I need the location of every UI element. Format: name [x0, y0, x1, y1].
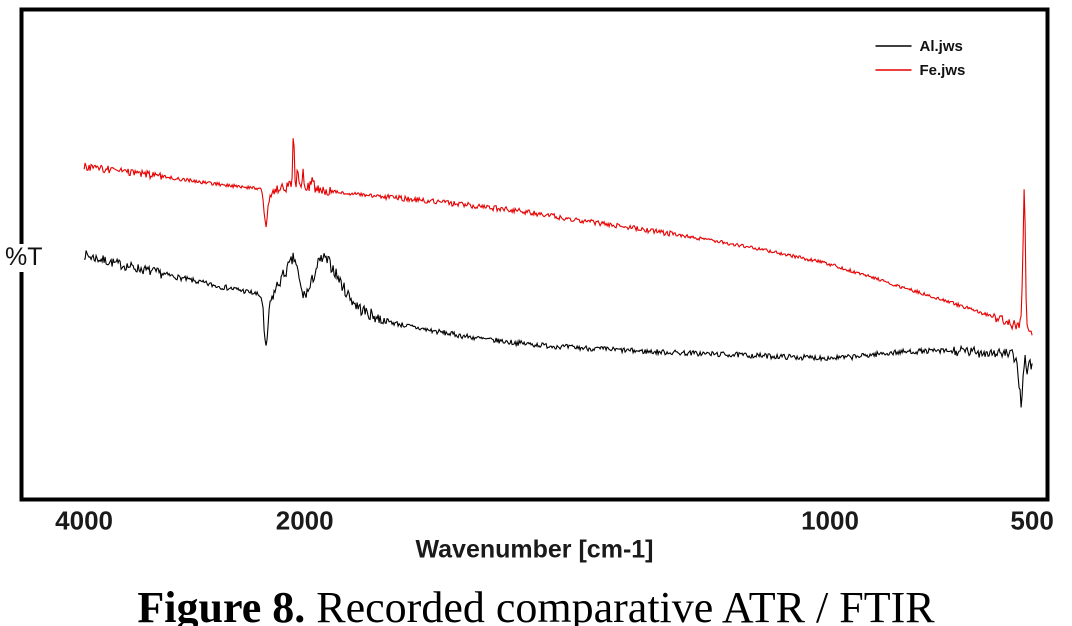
figure-caption-number: Figure 8.: [137, 583, 306, 626]
legend-label: Fe.jws: [920, 62, 966, 79]
figure-caption-text: Recorded comparative ATR / FTIR: [305, 583, 935, 626]
plot-border: [19, 7, 1050, 502]
series-path-al-jws: [83, 250, 1033, 408]
x-tick-label-4000: 4000: [55, 506, 113, 536]
series-curves: [83, 138, 1033, 408]
x-tick-label-1000: 1000: [801, 506, 859, 536]
x-tick-label-2000: 2000: [276, 506, 334, 536]
x-tick-label-500: 500: [1010, 506, 1053, 536]
y-axis-label: %T: [5, 243, 46, 272]
legend-label: Al.jws: [920, 38, 963, 55]
series-path-fe-jws: [83, 138, 1033, 336]
x-axis-title: Wavenumber [cm-1]: [415, 536, 653, 564]
legend-item-al-jws: Al.jws: [875, 38, 963, 55]
legend-item-fe-jws: Fe.jws: [875, 62, 966, 79]
figure-caption: Figure 8. Recorded comparative ATR / FTI…: [0, 582, 1072, 626]
